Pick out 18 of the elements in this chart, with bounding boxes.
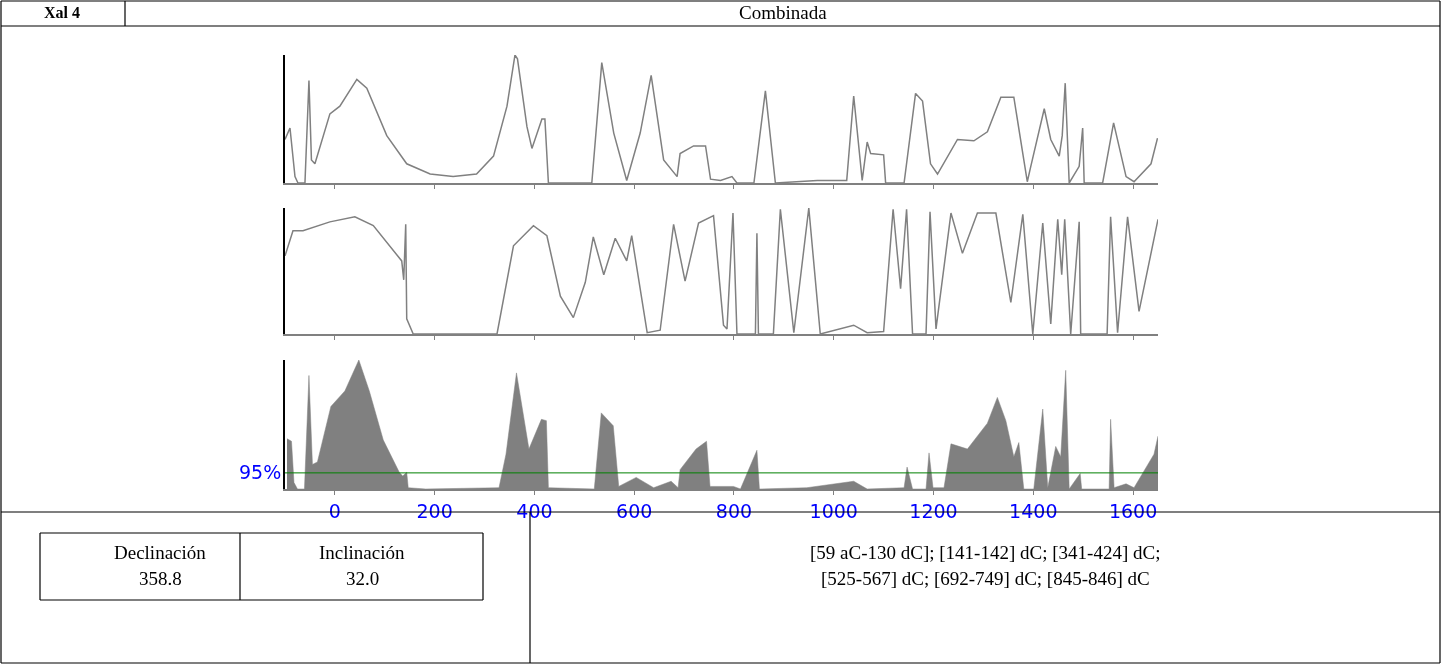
x-tick-label: 200 [416,499,453,522]
text: 95% [239,461,282,483]
text: 358.8 [139,568,182,589]
x-tick-label: 400 [516,499,553,522]
x-tick-label: 600 [616,499,653,522]
chart-title: Combinada [739,2,828,23]
x-tick-label: 1000 [809,499,858,522]
text: 32.0 [346,568,380,589]
text: [525-567] dC; [692-749] dC; [845-846] dC [821,568,1150,589]
text: Inclinación [319,542,405,563]
x-tick-label: 1400 [1009,499,1058,522]
x-tick-label: 0 [328,499,341,522]
x-tick-label: 1200 [909,499,958,522]
text: [59 aC-130 dC]; [141-142] dC; [341-424] dC; [810,542,1161,563]
x-tick-label: 800 [715,499,753,522]
x-tick-label: 1600 [1108,499,1158,522]
text: Xal 4 [44,4,80,21]
text: Declinación [114,542,207,563]
